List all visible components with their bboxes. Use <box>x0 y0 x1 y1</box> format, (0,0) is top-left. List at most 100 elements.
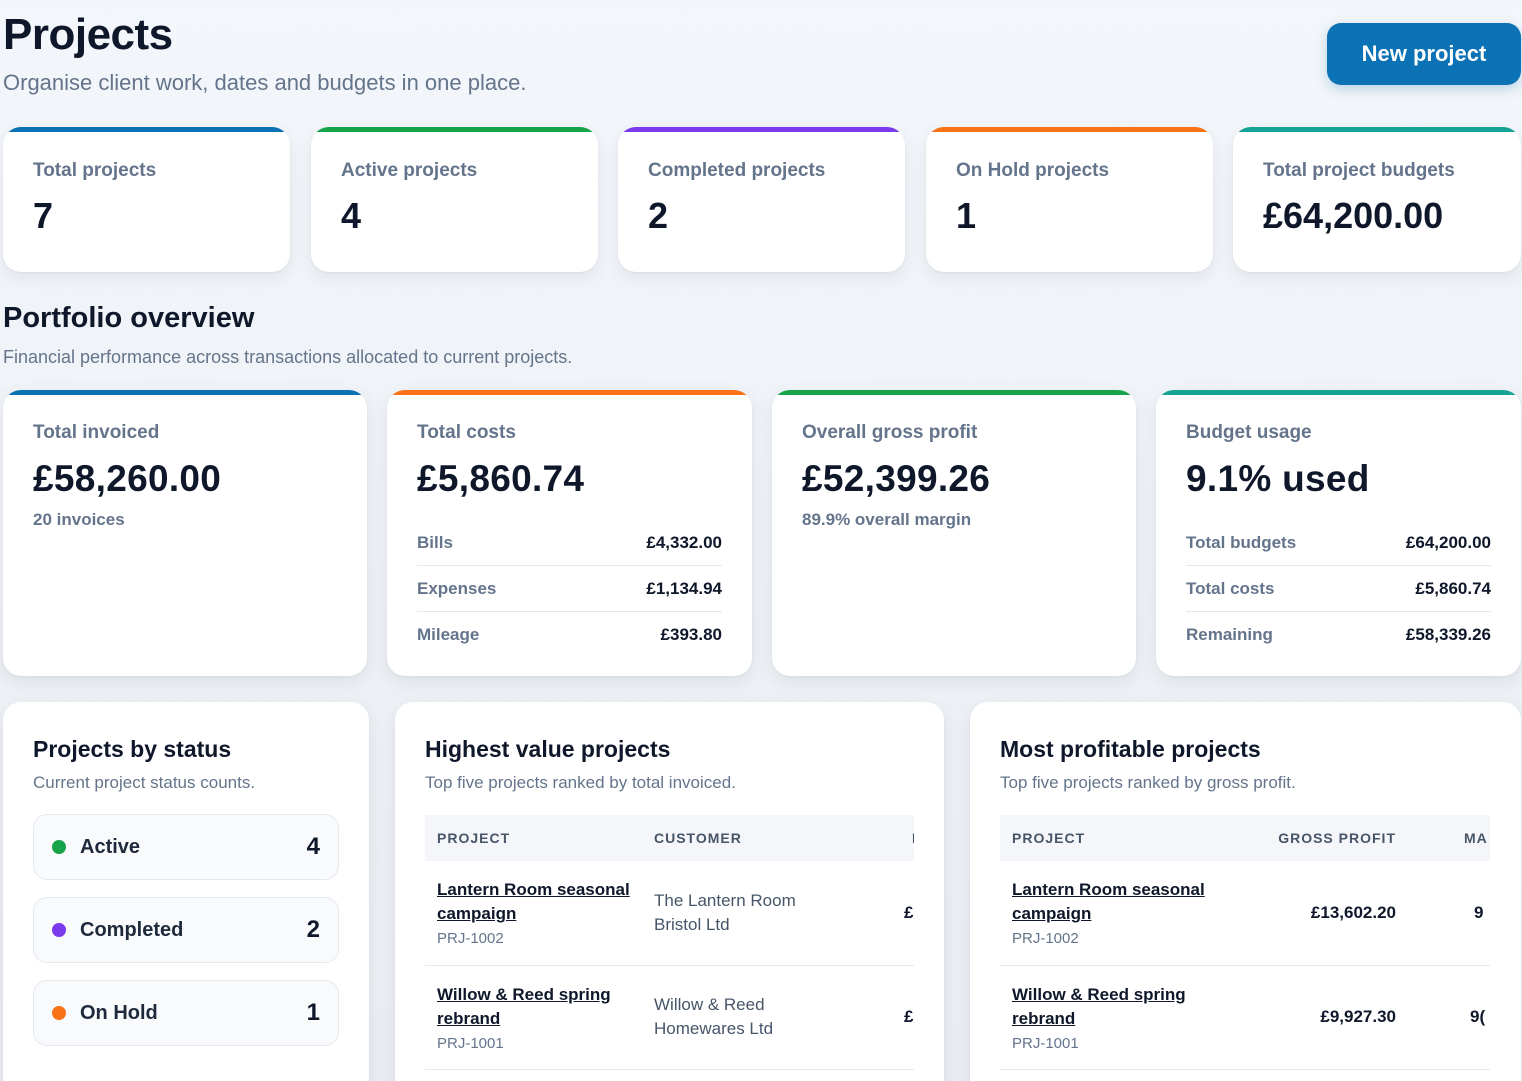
card-accent <box>772 390 1136 395</box>
overview-value: 9.1% used <box>1186 458 1370 499</box>
card-accent <box>3 127 290 132</box>
page-title: Projects <box>3 10 173 59</box>
stat-label: Active projects <box>341 160 478 181</box>
stat-label: Completed projects <box>648 160 826 181</box>
status-count: 1 <box>306 999 320 1026</box>
breakdown-row: Total budgets £64,200.00 <box>1186 520 1491 566</box>
breakdown-row: Remaining £58,339.26 <box>1186 612 1491 658</box>
gross-profit-value: £9,927.30 <box>1320 1007 1396 1026</box>
status-count: 2 <box>306 916 320 943</box>
card-accent <box>926 127 1213 132</box>
status-label: On Hold <box>80 1001 158 1024</box>
card-accent <box>1156 390 1521 395</box>
profit-cell: £9,927.30 <box>1240 965 1408 1070</box>
status-dot-icon <box>52 923 66 937</box>
section-subtitle: Financial performance across transaction… <box>3 347 573 367</box>
column-header-margin[interactable]: MA <box>1408 815 1490 861</box>
column-header-revenue[interactable]: RE <box>857 815 914 861</box>
status-item-on-hold[interactable]: On Hold 1 <box>33 980 339 1046</box>
table-row: Lantern Room seasonal campaign PRJ-1002 T… <box>425 861 914 966</box>
overview-card-gross-profit: Overall gross profit £52,399.26 89.9% ov… <box>772 390 1136 676</box>
breakdown-row: Expenses £1,134.94 <box>417 566 722 612</box>
highest-value-projects-panel: Highest value projects Top five projects… <box>395 702 944 1081</box>
stat-card-total-projects: Total projects 7 <box>3 127 290 272</box>
panel-subtitle: Current project status counts. <box>33 773 256 792</box>
status-dot-icon <box>52 840 66 854</box>
stat-label: Total project budgets <box>1263 160 1455 181</box>
overview-label: Budget usage <box>1186 422 1312 443</box>
project-link[interactable]: Willow & Reed spring rebrand <box>1012 984 1186 1028</box>
gross-profit-value: £13,602.20 <box>1310 902 1396 922</box>
status-count: 4 <box>306 833 320 860</box>
overview-value: £5,860.74 <box>417 458 585 499</box>
breakdown-row: Mileage £393.80 <box>417 612 722 658</box>
panel-title: Highest value projects <box>425 736 671 762</box>
profit-cell: £13,602.20 <box>1240 861 1408 966</box>
stat-card-active-projects: Active projects 4 <box>311 127 598 272</box>
panel-title: Most profitable projects <box>1000 736 1261 762</box>
customer-cell: Willow & Reed Homewares Ltd <box>642 965 857 1070</box>
panel-title: Projects by status <box>33 736 232 762</box>
highest-value-table-scroll[interactable]: PROJECT CUSTOMER RE Lantern Room seasona… <box>425 815 914 1081</box>
status-item-active[interactable]: Active 4 <box>33 814 339 880</box>
table-header-row: PROJECT CUSTOMER RE <box>425 815 914 861</box>
breakdown-value: £64,200.00 <box>1405 532 1491 552</box>
project-link[interactable]: Lantern Room seasonal campaign <box>1012 880 1205 924</box>
section-title: Portfolio overview <box>3 302 255 334</box>
project-cell: Lantern Room seasonal campaign PRJ-1002 <box>1000 861 1240 966</box>
stat-card-on-hold-projects: On Hold projects 1 <box>926 127 1213 272</box>
panel-subtitle: Top five projects ranked by gross profit… <box>1000 773 1296 792</box>
card-accent <box>1233 127 1521 132</box>
overview-note: 89.9% overall margin <box>802 510 972 529</box>
breakdown-value: £4,332.00 <box>646 532 722 552</box>
stat-value: 2 <box>648 195 669 236</box>
panel-subtitle: Top five projects ranked by total invoic… <box>425 773 736 792</box>
table-row: Lantern Room seasonal campaign PRJ-1002 £… <box>1000 861 1490 966</box>
breakdown-value: £58,339.26 <box>1405 625 1491 644</box>
status-item-completed[interactable]: Completed 2 <box>33 897 339 963</box>
column-header-project[interactable]: PROJECT <box>1000 815 1240 861</box>
project-code: PRJ-1002 <box>437 930 504 948</box>
stat-value: 1 <box>956 195 977 236</box>
margin-value: 9( <box>1470 1007 1486 1026</box>
stat-card-total-budgets: Total project budgets £64,200.00 <box>1233 127 1521 272</box>
margin-cell: 9( <box>1408 965 1490 1070</box>
project-link[interactable]: Willow & Reed spring rebrand <box>437 984 611 1028</box>
column-header-project[interactable]: PROJECT <box>425 815 642 861</box>
status-label: Active <box>80 835 141 858</box>
overview-note: 20 invoices <box>33 510 125 529</box>
value-cell: £10,9 <box>857 965 914 1070</box>
project-cell: Willow & Reed spring rebrand PRJ-1001 <box>1000 965 1240 1070</box>
invoiced-value: £14,8 <box>904 902 914 922</box>
new-project-button[interactable]: New project <box>1327 23 1521 85</box>
column-header-gross-profit[interactable]: GROSS PROFIT <box>1240 815 1408 861</box>
margin-cell: 9 <box>1408 861 1490 966</box>
margin-value: 9 <box>1474 902 1484 922</box>
breakdown-value: £5,860.74 <box>1415 578 1491 598</box>
project-code: PRJ-1002 <box>1012 930 1079 948</box>
overview-label: Overall gross profit <box>802 422 978 443</box>
overview-card-budget-usage: Budget usage 9.1% used Total budgets £64,… <box>1156 390 1521 676</box>
overview-value: £58,260.00 <box>33 458 222 499</box>
budget-breakdown: Total budgets £64,200.00 Total costs £5,86… <box>1186 520 1491 658</box>
project-cell: Willow & Reed spring rebrand PRJ-1001 <box>425 965 642 1070</box>
stat-label: On Hold projects <box>956 160 1110 181</box>
cost-breakdown: Bills £4,332.00 Expenses £1,134.94 Mileage… <box>417 520 722 658</box>
overview-card-total-invoiced: Total invoiced £58,260.00 20 invoices <box>3 390 367 676</box>
column-header-customer[interactable]: CUSTOMER <box>642 815 857 861</box>
status-dot-icon <box>52 1006 66 1020</box>
project-code: PRJ-1001 <box>437 1034 504 1052</box>
breakdown-label: Remaining <box>1186 625 1273 644</box>
invoiced-value: £10,9 <box>904 1007 914 1026</box>
breakdown-label: Total budgets <box>1186 532 1297 552</box>
page-subtitle: Organise client work, dates and budgets … <box>3 70 527 95</box>
project-cell: Lantern Room seasonal campaign PRJ-1002 <box>425 861 642 966</box>
overview-card-total-costs: Total costs £5,860.74 Bills £4,332.00 Exp… <box>387 390 752 676</box>
most-profitable-table-scroll[interactable]: PROJECT GROSS PROFIT MA Lantern Room sea… <box>1000 815 1490 1081</box>
stat-card-completed-projects: Completed projects 2 <box>618 127 905 272</box>
value-cell: £14,8 <box>857 861 914 966</box>
card-accent <box>3 390 367 395</box>
project-link[interactable]: Lantern Room seasonal campaign <box>437 880 630 924</box>
breakdown-label: Total costs <box>1186 578 1275 598</box>
table-header-row: PROJECT GROSS PROFIT MA <box>1000 815 1490 861</box>
